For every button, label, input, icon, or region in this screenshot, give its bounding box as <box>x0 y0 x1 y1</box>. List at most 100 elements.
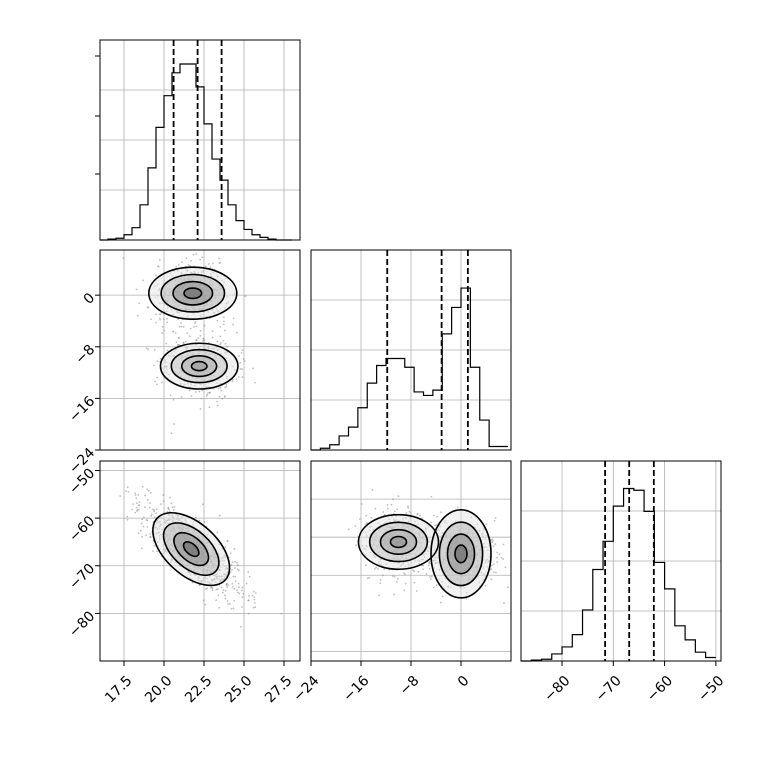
histogram-bar <box>349 427 358 450</box>
contour-level-1 <box>152 511 231 587</box>
scatter-point <box>224 545 227 548</box>
scatter-point <box>222 316 225 319</box>
scatter-point <box>220 389 223 392</box>
scatter-point <box>408 510 411 513</box>
scatter-point <box>241 349 244 352</box>
scatter-point <box>419 514 421 517</box>
contour-level-4 <box>190 360 208 372</box>
scatter-point <box>205 395 208 397</box>
scatter-point <box>248 594 250 597</box>
scatter-point <box>198 519 201 522</box>
scatter-point <box>225 385 228 388</box>
x-tick-label: −24 <box>290 673 322 705</box>
scatter-point <box>181 261 183 264</box>
scatter-point <box>141 485 144 488</box>
scatter-point <box>397 578 399 580</box>
scatter-point <box>495 571 497 574</box>
scatter-point <box>252 590 255 593</box>
scatter-point <box>166 321 169 324</box>
density-cell <box>183 541 199 557</box>
scatter-point <box>238 592 241 595</box>
scatter-point <box>493 519 496 522</box>
scatter-point <box>252 367 255 370</box>
scatter-point <box>149 502 151 505</box>
scatter-point <box>403 572 405 574</box>
scatter-point <box>417 570 420 573</box>
histogram-bar <box>212 159 220 240</box>
scatter-point <box>371 489 374 491</box>
scatter-point <box>236 564 239 566</box>
scatter-point <box>122 257 125 259</box>
scatter-point <box>155 512 158 515</box>
scatter-point <box>428 567 431 570</box>
scatter-point <box>142 279 145 282</box>
scatter-point <box>145 534 148 537</box>
scatter-point <box>152 550 154 553</box>
scatter-point <box>490 578 493 581</box>
scatter-point <box>231 569 233 571</box>
scatter-point <box>391 575 394 577</box>
scatter-point <box>429 576 431 579</box>
scatter-point <box>235 378 238 380</box>
scatter-point <box>502 543 505 546</box>
x-tick-label: −60 <box>644 673 676 705</box>
scatter-point <box>503 602 505 605</box>
scatter-point <box>492 545 495 548</box>
contour-level-2 <box>160 273 226 313</box>
histogram-bar <box>236 221 244 240</box>
scatter-point <box>379 582 382 585</box>
scatter-point <box>191 581 194 584</box>
contour-level-3 <box>379 528 418 556</box>
scatter-point <box>245 582 248 585</box>
scatter-point <box>193 326 195 328</box>
scatter-point <box>155 321 157 324</box>
scatter-point <box>141 518 144 521</box>
scatter-point <box>434 524 436 527</box>
scatter-point <box>203 521 206 524</box>
histogram-bar <box>339 436 348 450</box>
scatter-point <box>204 603 207 606</box>
histogram-bar <box>665 589 675 661</box>
scatter-point <box>241 606 243 608</box>
y-tick-label: −8 <box>72 342 98 368</box>
scatter-point <box>135 497 138 500</box>
scatter-point <box>192 253 195 256</box>
scatter-point <box>146 488 149 491</box>
scatter-point <box>136 314 139 317</box>
scatter-point <box>231 586 234 588</box>
scatter-point <box>206 393 209 396</box>
scatter-point <box>137 493 140 496</box>
scatter-point <box>211 587 214 590</box>
histogram-bar <box>204 124 212 240</box>
scatter-point <box>237 582 240 585</box>
scatter-point <box>158 317 161 320</box>
scatter-point <box>490 564 493 567</box>
scatter-point <box>171 506 174 509</box>
scatter-point <box>241 589 243 592</box>
scatter-point <box>172 509 175 512</box>
scatter-point <box>218 514 221 517</box>
scatter-point <box>138 500 141 503</box>
scatter-point <box>239 367 242 370</box>
histogram-bar <box>405 367 414 450</box>
scatter-point <box>138 504 141 507</box>
scatter-point <box>201 389 203 392</box>
contour-level-1 <box>430 509 492 599</box>
scatter-point <box>494 516 497 519</box>
scatter-point <box>229 603 231 605</box>
histogram-bar <box>480 420 489 450</box>
scatter-point <box>386 507 389 510</box>
panel-frame-4 <box>99 460 301 662</box>
scatter-point <box>127 490 130 493</box>
scatter-point <box>429 578 432 580</box>
scatter-point <box>421 517 424 520</box>
scatter-point <box>232 575 235 578</box>
contour-level-2 <box>438 521 484 587</box>
scatter-point <box>396 508 399 511</box>
contour-level-4 <box>454 544 468 564</box>
y-tick-label: 0 <box>81 290 99 308</box>
scatter-point <box>175 265 178 268</box>
scatter-point <box>233 587 236 590</box>
scatter-point <box>422 564 425 567</box>
histogram-bar <box>252 235 260 240</box>
